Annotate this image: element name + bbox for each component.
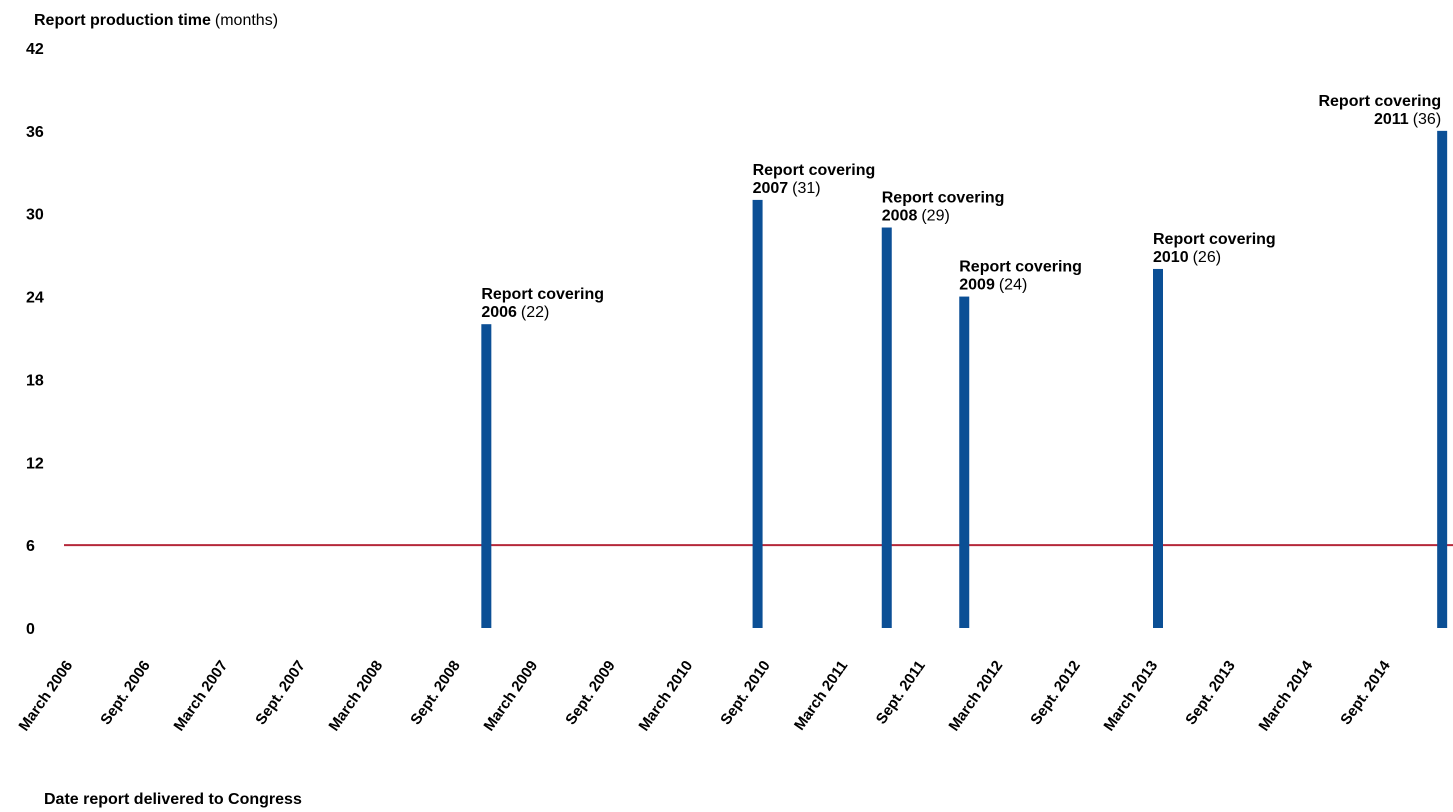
bar — [959, 296, 970, 628]
bar — [1153, 268, 1163, 628]
y-tick-label: 42 — [26, 41, 44, 58]
bar — [881, 227, 892, 628]
x-tick-label: Sept. 2007 — [252, 658, 308, 729]
bar-label-value: (24) — [999, 277, 1027, 294]
x-tick-label: March 2010 — [635, 658, 696, 735]
x-tick-label: March 2014 — [1255, 657, 1316, 734]
x-tick-label: March 2006 — [15, 658, 76, 735]
y-axis-title-unit: (months) — [215, 12, 278, 29]
x-axis-title: Date report delivered to Congress — [44, 791, 302, 808]
y-tick-label: 30 — [26, 207, 44, 224]
bar-label-value: (36) — [1413, 111, 1441, 128]
x-tick-label: Sept. 2013 — [1182, 658, 1238, 729]
bar-label-year: 2010 — [1153, 249, 1189, 266]
bar-label-title: Report covering — [1318, 93, 1441, 110]
y-axis-title-main: Report production time — [34, 12, 211, 29]
bar-label-title: Report covering — [1153, 231, 1276, 248]
bar-label-title: Report covering — [753, 162, 876, 179]
y-axis-ticks: 0 6 12 18 24 30 36 42 — [26, 41, 44, 638]
bar-label-year: 2006 — [481, 304, 517, 321]
x-tick-label: Sept. 2008 — [407, 658, 463, 729]
x-tick-label: March 2008 — [325, 658, 386, 735]
bar — [752, 199, 763, 628]
x-tick-label: Sept. 2014 — [1337, 657, 1394, 728]
bar-label-title: Report covering — [959, 259, 1082, 276]
x-tick-label: Sept. 2011 — [873, 658, 929, 728]
bar-label-detail: 2009 (24) — [959, 277, 1027, 294]
x-tick-label: Sept. 2009 — [562, 658, 618, 729]
bar-label-year: 2007 — [753, 180, 789, 197]
y-tick-label: 0 — [26, 621, 35, 638]
y-tick-label: 6 — [26, 538, 35, 555]
bar-label-detail: 2010 (26) — [1153, 249, 1221, 266]
bar-label-value: (26) — [1193, 249, 1221, 266]
x-tick-label: Sept. 2006 — [97, 658, 153, 729]
bar — [481, 324, 492, 628]
bar-label-value: (29) — [921, 208, 949, 225]
y-tick-label: 12 — [26, 455, 44, 472]
y-tick-label: 36 — [26, 124, 44, 141]
y-tick-label: 18 — [26, 372, 44, 389]
x-tick-label: March 2007 — [170, 658, 231, 735]
x-tick-label: Sept. 2010 — [717, 658, 773, 729]
bar — [1437, 130, 1448, 628]
bar-label-year: 2008 — [882, 208, 918, 225]
x-tick-label: Sept. 2012 — [1027, 658, 1083, 729]
bar-label-detail: 2008 (29) — [882, 208, 950, 225]
x-tick-label: March 2009 — [480, 658, 541, 735]
bar-label-year: 2009 — [959, 277, 995, 294]
bar-label-value: (31) — [792, 180, 820, 197]
y-axis-title: Report production time (months) — [34, 12, 278, 29]
y-tick-label: 24 — [26, 290, 44, 307]
bar-label-detail: 2011 (36) — [1374, 111, 1441, 128]
bar-label-year: 2011 — [1374, 111, 1409, 128]
bar-label-value: (22) — [521, 304, 549, 321]
x-axis-ticks: March 2006 Sept. 2006 March 2007 Sept. 2007… — [15, 657, 1394, 734]
x-tick-label: March 2012 — [945, 658, 1006, 735]
x-tick-label: March 2011 — [791, 658, 851, 734]
bar-label-detail: 2007 (31) — [753, 180, 821, 197]
bar-label-title: Report covering — [882, 190, 1005, 207]
bar-label-title: Report covering — [481, 286, 604, 303]
bar-label-detail: 2006 (22) — [481, 304, 549, 321]
x-tick-label: March 2013 — [1100, 658, 1161, 735]
